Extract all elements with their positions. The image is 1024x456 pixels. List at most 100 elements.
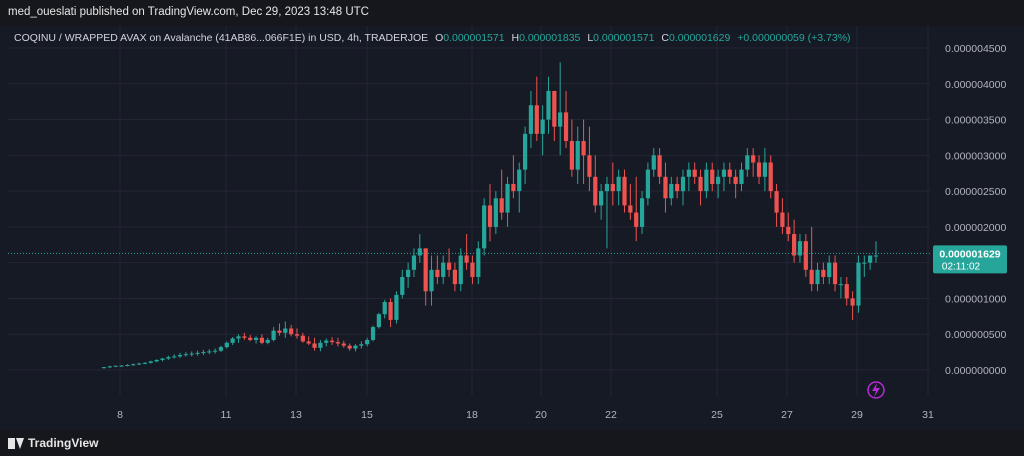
candle-body [271,330,276,340]
candlestick-chart[interactable]: 0.000004500 0.000004000 0.000003500 0.00000… [0,26,1024,430]
candle-body [663,176,668,199]
chart-area[interactable]: COQINU / WRAPPED AVAX on Avalanche (41AB… [0,26,1024,430]
last-price-badge: 0.000001629 02:11:02 [933,245,1007,274]
candle-body [593,176,598,206]
candle-body [499,198,504,213]
candle-body [768,162,773,192]
candle-body [160,358,165,360]
candle-body [300,335,305,342]
tradingview-logo-icon [8,437,24,449]
candle-body [856,262,861,306]
candle-body [493,198,498,227]
candle-body [435,269,440,277]
candle-body [458,255,463,285]
high-value: 0.000001835 [519,32,581,44]
candle-body [441,262,446,277]
candle-body [101,367,107,369]
candle-body [487,205,493,227]
candle-body [195,352,200,354]
candle-body [873,255,879,257]
candle-body [388,302,393,320]
time-axis[interactable]: 8 11 13 15 18 20 22 25 27 29 31 [117,409,934,421]
price-axis[interactable]: 0.000004500 0.000004000 0.000003500 0.00000… [945,43,1006,377]
candle-body [657,155,662,177]
candle-body [359,344,364,346]
publish-info: med_oueslati published on TradingView.co… [8,6,369,18]
candle-body [411,255,417,270]
candle-body [335,342,341,344]
high-key: H [511,32,520,44]
candle-body [634,212,639,227]
candle-body [365,339,370,345]
candle-body [628,205,633,213]
candle-body [587,155,592,177]
candle-body [704,169,709,192]
time-tick-label: 13 [290,409,302,421]
candle-body [546,90,551,120]
candle-body [797,241,803,256]
candle-body [680,176,686,192]
candle-body [686,169,691,177]
candle-body [786,226,791,235]
candle-body [844,284,849,299]
candle-body [329,340,335,343]
candle-body [698,176,703,192]
candle-body [183,354,188,356]
candle-body [563,112,569,142]
candle-body [616,176,621,192]
time-tick-label: 8 [117,409,123,421]
candle-body [177,354,183,357]
candle-body [253,337,259,340]
candle-body [540,119,545,134]
time-tick-label: 22 [605,409,617,421]
candle-body [400,276,405,295]
candle-body [774,191,779,213]
candle-body [715,176,721,184]
candle-body [721,169,727,177]
last-price-value: 0.000001629 [939,248,1000,260]
candle-body [283,328,288,333]
candle-body [224,342,229,348]
candle-body [511,183,516,192]
candle-body [446,262,452,270]
candle-body [832,262,838,285]
candle-body [534,105,539,134]
time-tick-label: 18 [466,409,478,421]
candle-body [868,255,873,263]
candle-body [792,234,797,256]
time-tick-label: 29 [851,409,863,421]
candle-body [505,183,510,213]
candle-body [517,169,522,192]
close-value: 0.000001629 [669,32,731,44]
candle-body [522,133,528,170]
candle-body [154,359,159,362]
candle-body [394,294,399,320]
candle-body [318,342,323,348]
tradingview-logo[interactable]: TradingView [8,436,98,450]
candle-body [528,105,534,134]
low-value: 0.000001571 [593,32,655,44]
candle-body [382,302,387,315]
candle-body [827,262,832,277]
candle-body [803,241,808,270]
publish-bar: med_oueslati published on TradingView.co… [0,0,1024,26]
time-tick-label: 11 [221,409,232,421]
candle-body [213,350,218,352]
candle-body [651,155,656,170]
candle-body [639,198,645,227]
candle-body [289,328,294,335]
candle-body [207,351,212,353]
symbol-title[interactable]: COQINU / WRAPPED AVAX on Avalanche (41AB… [14,32,429,44]
candle-body [119,365,124,367]
candle-body [131,364,136,366]
time-tick-label: 27 [781,409,793,421]
candle-body [417,248,422,256]
candle-body [599,191,604,206]
candle-body [815,269,820,285]
price-tick-label: 0.000004500 [945,43,1006,55]
candle-body [353,345,358,349]
candle-body [324,340,329,343]
lightning-icon[interactable] [867,381,885,399]
candle-body [113,365,118,367]
candle-body [429,269,434,292]
